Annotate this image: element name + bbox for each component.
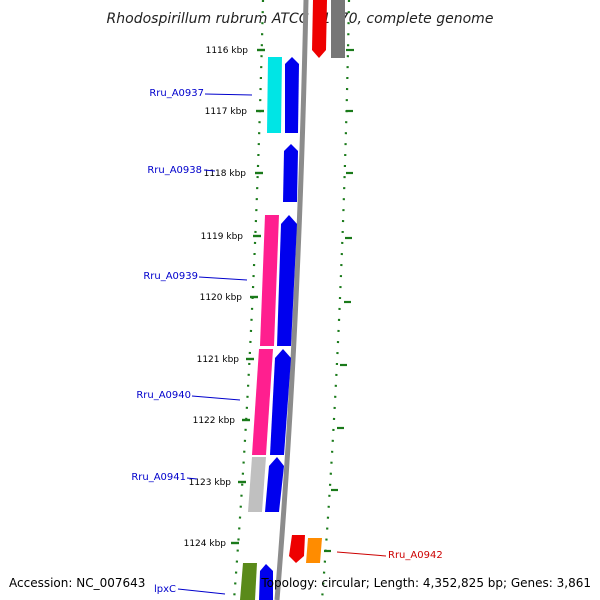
tick-label: 1116 kbp [206, 46, 249, 56]
cds-forward-track [259, 57, 299, 600]
tick-label: 1118 kbp [204, 169, 247, 179]
scale-ticks: 1116 kbp 1117 kbp 1118 kbp 1119 kbp 1120… [184, 46, 265, 549]
cds-arrow-forward [285, 57, 299, 133]
tick-label: 1123 kbp [189, 478, 232, 488]
genome-backbone [274, 0, 309, 600]
cog-bar-gray [248, 457, 266, 512]
cds-arrow-forward [259, 564, 273, 600]
cds-arrow-forward [277, 215, 297, 346]
cog-bar-orange [306, 538, 322, 563]
cog-bar-darkgray [331, 0, 345, 58]
cds-arrow-forward [270, 349, 291, 455]
tick-label: 1120 kbp [200, 293, 243, 303]
gene-label-rru-a0938[interactable]: Rru_A0938 [147, 165, 202, 176]
gene-label-rru-a0941[interactable]: Rru_A0941 [131, 472, 186, 483]
cds-arrow-forward [265, 457, 284, 512]
gene-label-rru-a0942[interactable]: Rru_A0942 [388, 550, 443, 561]
tick-label: 1121 kbp [197, 355, 240, 365]
inner-track-marks [324, 48, 354, 553]
cog-track [240, 0, 345, 600]
gene-labels: Rru_A0937 Rru_A0938 Rru_A0939 Rru_A0940 … [131, 88, 442, 595]
accession-text: Accession: NC_007643 [9, 576, 145, 590]
tick-label: 1117 kbp [205, 107, 248, 117]
cds-arrow-reverse [289, 535, 305, 563]
cds-reverse-track [289, 0, 327, 563]
gene-label-rru-a0939[interactable]: Rru_A0939 [143, 271, 198, 282]
map-title: Rhodospirillum rubrum ATCC 11170, comple… [107, 11, 494, 27]
tick-label: 1119 kbp [201, 232, 244, 242]
cds-arrow-reverse [312, 0, 327, 58]
cog-bar-cyan [267, 57, 282, 133]
cog-bar-pink [260, 215, 279, 346]
cds-arrow-forward [283, 144, 298, 202]
gene-label-rru-a0940[interactable]: Rru_A0940 [136, 390, 191, 401]
gene-label-lpxc[interactable]: lpxC [154, 584, 176, 595]
tick-label: 1122 kbp [193, 416, 236, 426]
cog-bar-olive [240, 563, 257, 600]
tick-label: 1124 kbp [184, 539, 227, 549]
genome-summary-text: Topology: circular; Length: 4,352,825 bp… [260, 576, 591, 590]
cog-bar-pink [252, 349, 273, 455]
gene-label-rru-a0937[interactable]: Rru_A0937 [149, 88, 204, 99]
inner-dotted-track [320, 0, 351, 600]
